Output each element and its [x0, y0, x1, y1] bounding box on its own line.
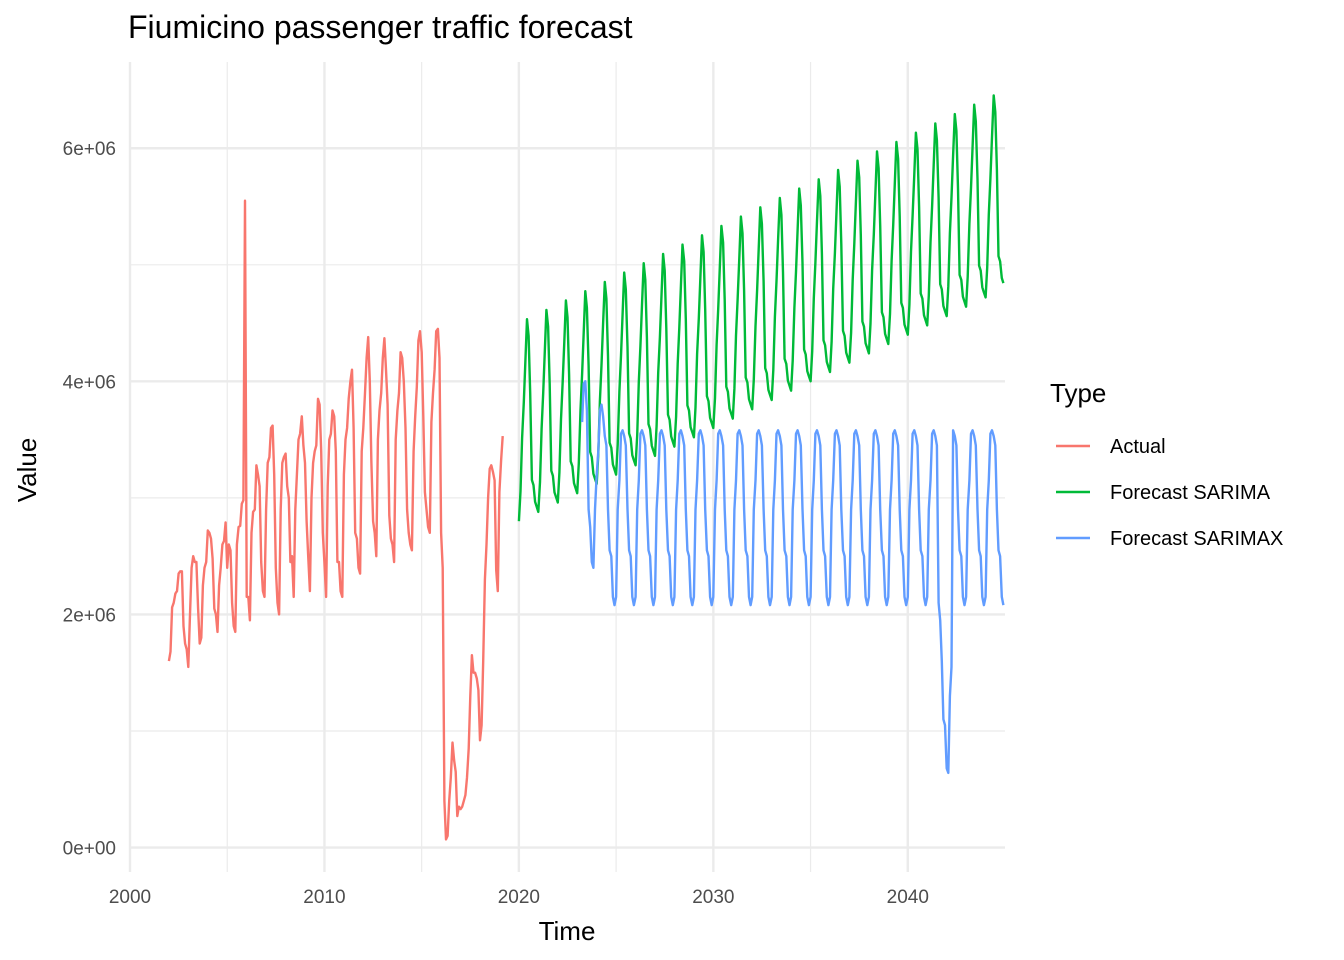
- x-tick-label: 2030: [692, 887, 734, 908]
- y-tick-label: 4e+06: [63, 372, 116, 393]
- series-layer: [167, 94, 1005, 841]
- x-tick-labels: 2000 2010 2020 2030 2040: [109, 887, 929, 908]
- x-tick-label: 2020: [498, 887, 540, 908]
- legend-title: Type: [1050, 378, 1106, 408]
- legend-label-forecast-sarima: Forecast SARIMA: [1110, 482, 1271, 504]
- x-tick-label: 2010: [303, 887, 345, 908]
- series-line-actual: [167, 199, 504, 841]
- grid-major: [128, 62, 1005, 872]
- chart-title: Fiumicino passenger traffic forecast: [128, 9, 633, 45]
- y-tick-labels: 0e+00 2e+06 4e+06 6e+06: [63, 139, 116, 859]
- legend-items: Actual Forecast SARIMA Forecast SARIMAX: [1056, 436, 1283, 550]
- x-axis-title: Time: [539, 916, 596, 946]
- y-tick-label: 0e+00: [63, 839, 116, 860]
- legend-label-actual: Actual: [1110, 436, 1166, 458]
- x-tick-label: 2000: [109, 887, 151, 908]
- y-axis-title: Value: [12, 438, 42, 503]
- legend: Type Actual Forecast SARIMA Forecast SARIM…: [1050, 378, 1283, 550]
- y-tick-label: 2e+06: [63, 605, 116, 626]
- x-tick-label: 2040: [887, 887, 929, 908]
- grid-minor: [130, 62, 1005, 872]
- series-line-forecast-sarimax: [580, 380, 1005, 775]
- y-tick-label: 6e+06: [63, 139, 116, 160]
- legend-label-forecast-sarimax: Forecast SARIMAX: [1110, 528, 1283, 550]
